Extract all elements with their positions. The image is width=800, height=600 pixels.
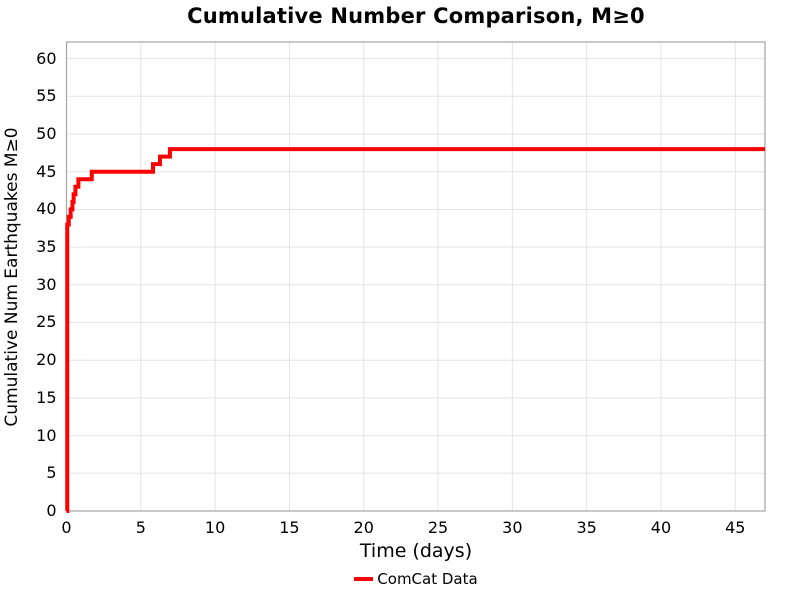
y-tick-label: 10	[36, 425, 57, 445]
legend-line-swatch	[354, 577, 374, 581]
y-tick-label: 15	[36, 387, 57, 407]
y-tick-label: 45	[36, 161, 57, 181]
data-series	[65, 147, 765, 513]
y-tick-label: 25	[36, 312, 57, 332]
x-tick-label: 0	[61, 518, 72, 537]
legend-label: ComCat Data	[377, 570, 478, 588]
x-tick-label: 45	[725, 518, 746, 537]
x-tick-label: 10	[204, 518, 226, 537]
x-tick-label: 15	[279, 518, 300, 537]
y-tick-label: 30	[36, 274, 57, 294]
y-tick-label: 20	[36, 350, 57, 370]
y-axis-label: Cumulative Num Earthquakes M≥0	[2, 127, 22, 427]
legend: ComCat Data	[66, 570, 766, 588]
y-tick-label: 50	[36, 123, 57, 143]
x-tick-label: 40	[650, 518, 672, 537]
y-tick-label: 35	[36, 237, 57, 257]
data-line-comcat-data	[65, 147, 765, 513]
y-tick-label: 55	[36, 86, 57, 106]
x-tick-label: 5	[135, 518, 146, 537]
x-tick-label: 25	[427, 518, 449, 537]
y-tick-label: 5	[46, 463, 57, 483]
x-tick-label: 35	[576, 518, 597, 537]
plot-border	[65, 41, 766, 512]
x-tick-label: 30	[502, 518, 523, 537]
y-tick-label: 0	[46, 501, 57, 520]
y-tick-label: 40	[36, 199, 57, 219]
grid-lines	[66, 42, 765, 512]
y-tick-label: 60	[36, 48, 57, 68]
chart-title: Cumulative Number Comparison, M≥0	[187, 4, 645, 28]
x-tick-label: 20	[353, 518, 374, 537]
x-axis-label: Time (days)	[359, 540, 473, 562]
